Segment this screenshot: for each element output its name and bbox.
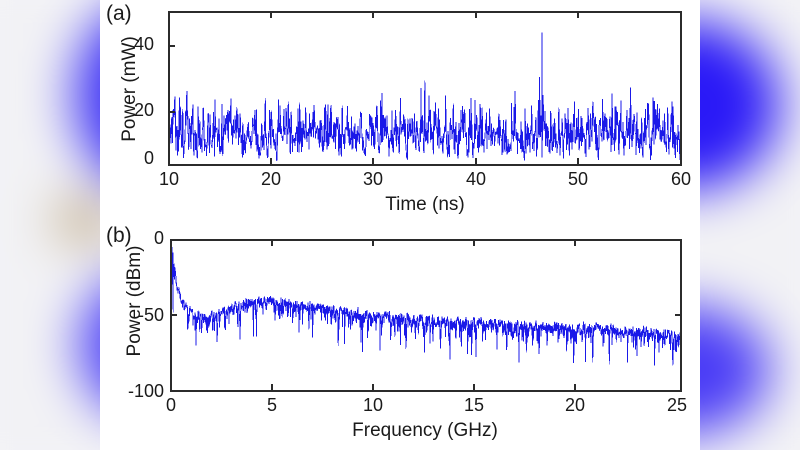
panel-b-xtick-5: 5 xyxy=(266,395,277,415)
panel-a-xtick-20: 20 xyxy=(260,169,282,189)
panel-b-ytick-0: 0 xyxy=(153,228,164,248)
blur-right-content xyxy=(690,0,800,450)
panel-b-xtick-10: 10 xyxy=(362,395,384,415)
panel-a-xtickmark-50 xyxy=(577,158,579,165)
panel-b-ytick-minus50: -50 xyxy=(137,305,164,325)
panel-a-ytickmark-40 xyxy=(168,45,175,47)
panel-a-ytickmark-20 xyxy=(168,111,175,113)
panel-a-xtick-40: 40 xyxy=(465,169,487,189)
panel-b-xtickmark-top-10 xyxy=(372,239,374,246)
blur-left-content xyxy=(0,0,110,450)
panel-b-xtick-0: 0 xyxy=(165,395,176,415)
panel-b-ytickmark-right-minus50 xyxy=(675,314,682,316)
panel-b-tag: (b) xyxy=(106,224,132,247)
panel-b-xtickmark-5 xyxy=(271,384,273,391)
panel-a-xtickmark-40 xyxy=(475,158,477,165)
panel-b-ytick-minus100: -100 xyxy=(127,381,164,401)
panel-b-xtickmark-top-15 xyxy=(473,239,475,246)
blurred-right-letterbox xyxy=(690,0,800,450)
panel-b-xlabel: Frequency (GHz) xyxy=(352,420,498,441)
panel-a-xtickmark-top-30 xyxy=(372,11,374,18)
panel-a-tag: (a) xyxy=(106,2,132,25)
panel-a-axes xyxy=(168,11,682,166)
panel-b-xtick-20: 20 xyxy=(564,395,586,415)
panel-a-xtick-10: 10 xyxy=(158,169,180,189)
blurred-left-letterbox xyxy=(0,0,110,450)
scientific-figure: (a) Power (mW) 0 20 40 10 20 30 40 50 60… xyxy=(100,0,700,450)
panel-a-xtickmark-20 xyxy=(270,158,272,165)
panel-a-xtickmark-30 xyxy=(372,158,374,165)
panel-b-xtick-25: 25 xyxy=(666,395,688,415)
panel-b-axes xyxy=(170,239,682,392)
panel-b-xtickmark-20 xyxy=(574,384,576,391)
panel-a-ytick-0: 0 xyxy=(143,148,154,168)
panel-a-ytick-20: 20 xyxy=(133,100,154,120)
panel-b-ytickmark-minus50 xyxy=(170,314,177,316)
panel-a-trace xyxy=(170,32,680,162)
panel-b-xtickmark-top-20 xyxy=(574,239,576,246)
panel-a-xtickmark-top-50 xyxy=(577,11,579,18)
panel-b-xtickmark-15 xyxy=(473,384,475,391)
panel-b-xtick-15: 15 xyxy=(463,395,485,415)
panel-b-xtickmark-10 xyxy=(372,384,374,391)
panel-a-xlabel: Time (ns) xyxy=(385,194,465,215)
panel-b-trace xyxy=(172,246,680,366)
panel-b-xtickmark-top-5 xyxy=(271,239,273,246)
panel-a-xtick-30: 30 xyxy=(362,169,384,189)
panel-a-ytick-40: 40 xyxy=(133,34,154,54)
panel-a-xtick-60: 60 xyxy=(670,169,692,189)
panel-a-xtickmark-top-40 xyxy=(475,11,477,18)
panel-a-xtick-50: 50 xyxy=(567,169,589,189)
panel-a-xtickmark-top-20 xyxy=(270,11,272,18)
